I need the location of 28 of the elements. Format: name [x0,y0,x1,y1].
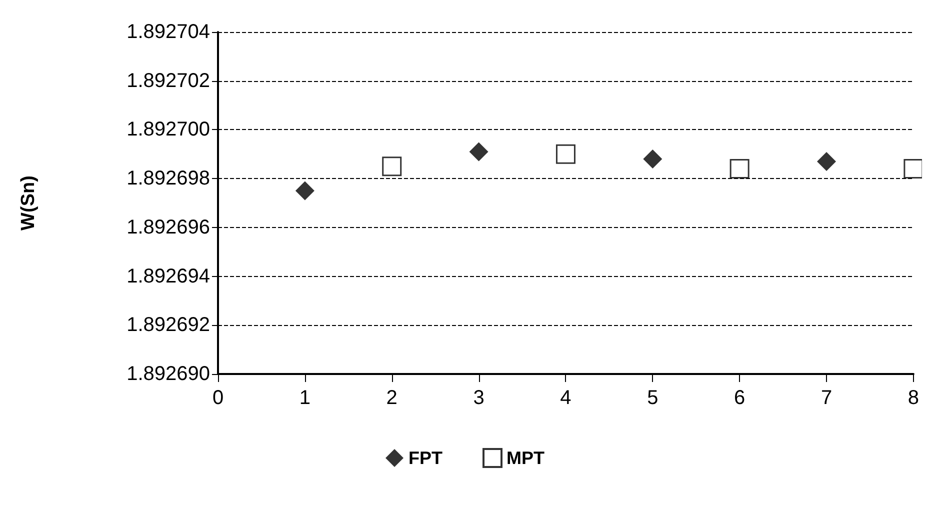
x-tick-label: 8 [908,387,919,409]
point [817,152,836,171]
x-tick-label: 0 [212,387,224,409]
point [382,156,402,176]
point [556,144,576,164]
y-tick-label: 1.892690 [126,363,210,385]
y-tick-label: 1.892704 [126,21,210,43]
x-tick-label: 3 [473,387,484,409]
y-tick-label: 1.892700 [126,118,210,141]
point [730,159,750,179]
y-tick-label: 1.892698 [126,168,210,190]
x-tick-label: 4 [560,387,572,409]
x-tick-label: 7 [820,387,832,409]
x-tick-label: 2 [386,387,398,409]
point [904,159,922,179]
x-tick-label: 5 [647,387,658,409]
point [643,150,662,169]
x-tick-label: 1 [299,387,310,409]
point [469,142,488,162]
x-tick-label: 6 [734,387,746,409]
point [295,181,314,200]
y-tick-label: 1.892702 [126,70,210,92]
y-axis-title: W(Sn) [18,176,39,230]
y-tick-label: 1.892694 [126,265,210,288]
legend-label: FPT [408,448,443,468]
y-tick-label: 1.892692 [126,314,210,336]
legend-label: MPT [506,448,544,468]
y-tick-label: 1.892696 [126,216,210,238]
